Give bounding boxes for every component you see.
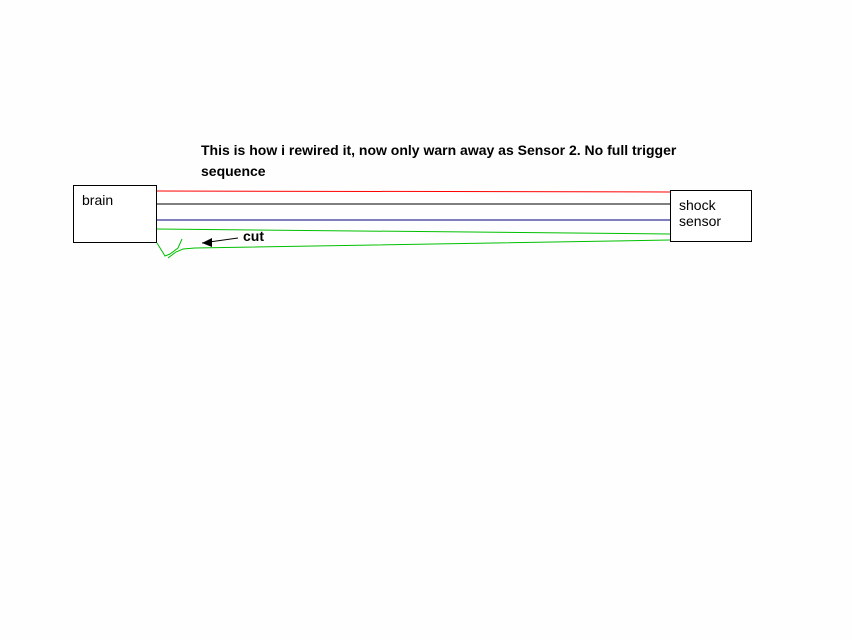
shock-sensor-box: shock sensor: [670, 190, 752, 242]
brain-label: brain: [82, 192, 113, 208]
caption-line2: sequence: [201, 163, 266, 179]
wires-svg: [0, 0, 852, 639]
cut-label: cut: [243, 228, 264, 244]
brain-box: brain: [73, 185, 157, 243]
shock-label-1: shock: [679, 197, 716, 213]
shock-label-2: sensor: [679, 213, 721, 229]
wiring-diagram: This is how i rewired it, now only warn …: [0, 0, 852, 639]
diagram-caption: This is how i rewired it, now only warn …: [201, 140, 676, 182]
caption-line1: This is how i rewired it, now only warn …: [201, 142, 676, 158]
